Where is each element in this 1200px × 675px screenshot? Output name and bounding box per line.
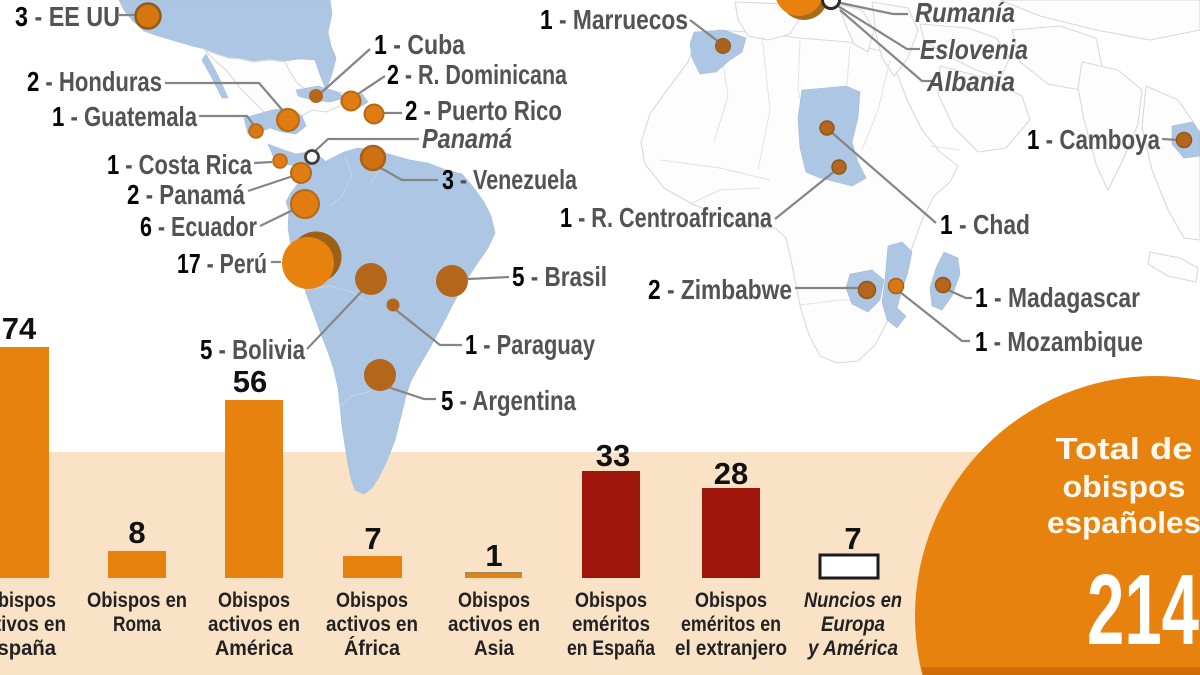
- svg-text:Nuncios en: Nuncios en: [804, 589, 902, 612]
- svg-text:1 - Mozambique: 1 - Mozambique: [975, 326, 1143, 357]
- svg-text:214: 214: [1087, 554, 1199, 666]
- svg-text:56: 56: [233, 364, 267, 399]
- svg-text:33: 33: [596, 438, 630, 473]
- svg-text:5 - Brasil: 5 - Brasil: [512, 261, 607, 292]
- svg-text:2 - Honduras: 2 - Honduras: [27, 66, 162, 97]
- svg-text:eméritos en: eméritos en: [681, 613, 781, 636]
- svg-text:8: 8: [128, 515, 145, 550]
- svg-text:2 - Puerto Rico: 2 - Puerto Rico: [405, 95, 562, 126]
- svg-text:1 - Madagascar: 1 - Madagascar: [975, 282, 1140, 313]
- svg-text:Eslovenia: Eslovenia: [920, 34, 1028, 65]
- svg-text:2 - Panamá: 2 - Panamá: [127, 179, 245, 210]
- svg-text:activos en: activos en: [208, 613, 300, 636]
- svg-text:España: España: [0, 637, 56, 660]
- svg-text:2 - R. Dominicana: 2 - R. Dominicana: [387, 59, 567, 90]
- svg-text:1 - Cuba: 1 - Cuba: [374, 29, 465, 60]
- svg-text:Obispos: Obispos: [458, 589, 530, 612]
- svg-text:Obispos en: Obispos en: [87, 589, 187, 612]
- svg-text:Europa: Europa: [821, 613, 885, 636]
- svg-text:obispos: obispos: [1063, 469, 1186, 504]
- svg-text:Panamá: Panamá: [422, 123, 512, 154]
- svg-text:activos en: activos en: [0, 613, 66, 636]
- svg-text:Asia: Asia: [474, 637, 514, 660]
- svg-text:el extranjero: el extranjero: [675, 637, 787, 660]
- svg-text:Total de: Total de: [1056, 431, 1193, 466]
- svg-text:1 - R. Centroafricana: 1 - R. Centroafricana: [560, 202, 772, 233]
- svg-text:7: 7: [844, 521, 861, 556]
- svg-text:1 - Guatemala: 1 - Guatemala: [52, 101, 197, 132]
- svg-text:74: 74: [2, 311, 37, 346]
- svg-text:3 - Venezuela: 3 - Venezuela: [442, 164, 577, 195]
- svg-text:África: África: [344, 637, 400, 660]
- svg-text:7: 7: [364, 521, 381, 556]
- svg-text:6 - Ecuador: 6 - Ecuador: [140, 211, 257, 242]
- svg-text:1: 1: [485, 538, 502, 573]
- svg-text:1 - Paraguay: 1 - Paraguay: [465, 329, 595, 360]
- svg-text:activos en: activos en: [326, 613, 418, 636]
- svg-text:y América: y América: [807, 637, 898, 660]
- svg-text:Roma: Roma: [113, 613, 161, 636]
- svg-text:1 - Marruecos: 1 - Marruecos: [540, 4, 688, 35]
- svg-text:1 - Chad: 1 - Chad: [940, 209, 1030, 240]
- svg-text:Obispos: Obispos: [575, 589, 647, 612]
- svg-text:Obispos: Obispos: [0, 589, 56, 612]
- svg-text:activos en: activos en: [448, 613, 540, 636]
- svg-text:5 - Bolivia: 5 - Bolivia: [200, 334, 305, 365]
- svg-text:Rumanía: Rumanía: [915, 0, 1015, 28]
- svg-text:17 - Perú: 17 - Perú: [177, 248, 267, 279]
- svg-text:1 - Camboya: 1 - Camboya: [1027, 124, 1160, 155]
- svg-text:Obispos: Obispos: [695, 589, 767, 612]
- svg-text:5 - Argentina: 5 - Argentina: [441, 385, 576, 416]
- svg-text:1 - Costa Rica: 1 - Costa Rica: [107, 149, 252, 180]
- svg-text:eméritos: eméritos: [572, 613, 650, 636]
- svg-text:3 - EE UU: 3 - EE UU: [15, 1, 120, 32]
- svg-text:españoles: españoles: [1047, 505, 1200, 540]
- svg-text:28: 28: [714, 456, 748, 491]
- svg-text:en España: en España: [567, 637, 655, 660]
- svg-text:2 - Zimbabwe: 2 - Zimbabwe: [648, 274, 792, 305]
- svg-text:Obispos: Obispos: [218, 589, 290, 612]
- svg-text:Albania: Albania: [926, 66, 1015, 97]
- svg-text:Obispos: Obispos: [336, 589, 408, 612]
- svg-text:América: América: [215, 637, 293, 660]
